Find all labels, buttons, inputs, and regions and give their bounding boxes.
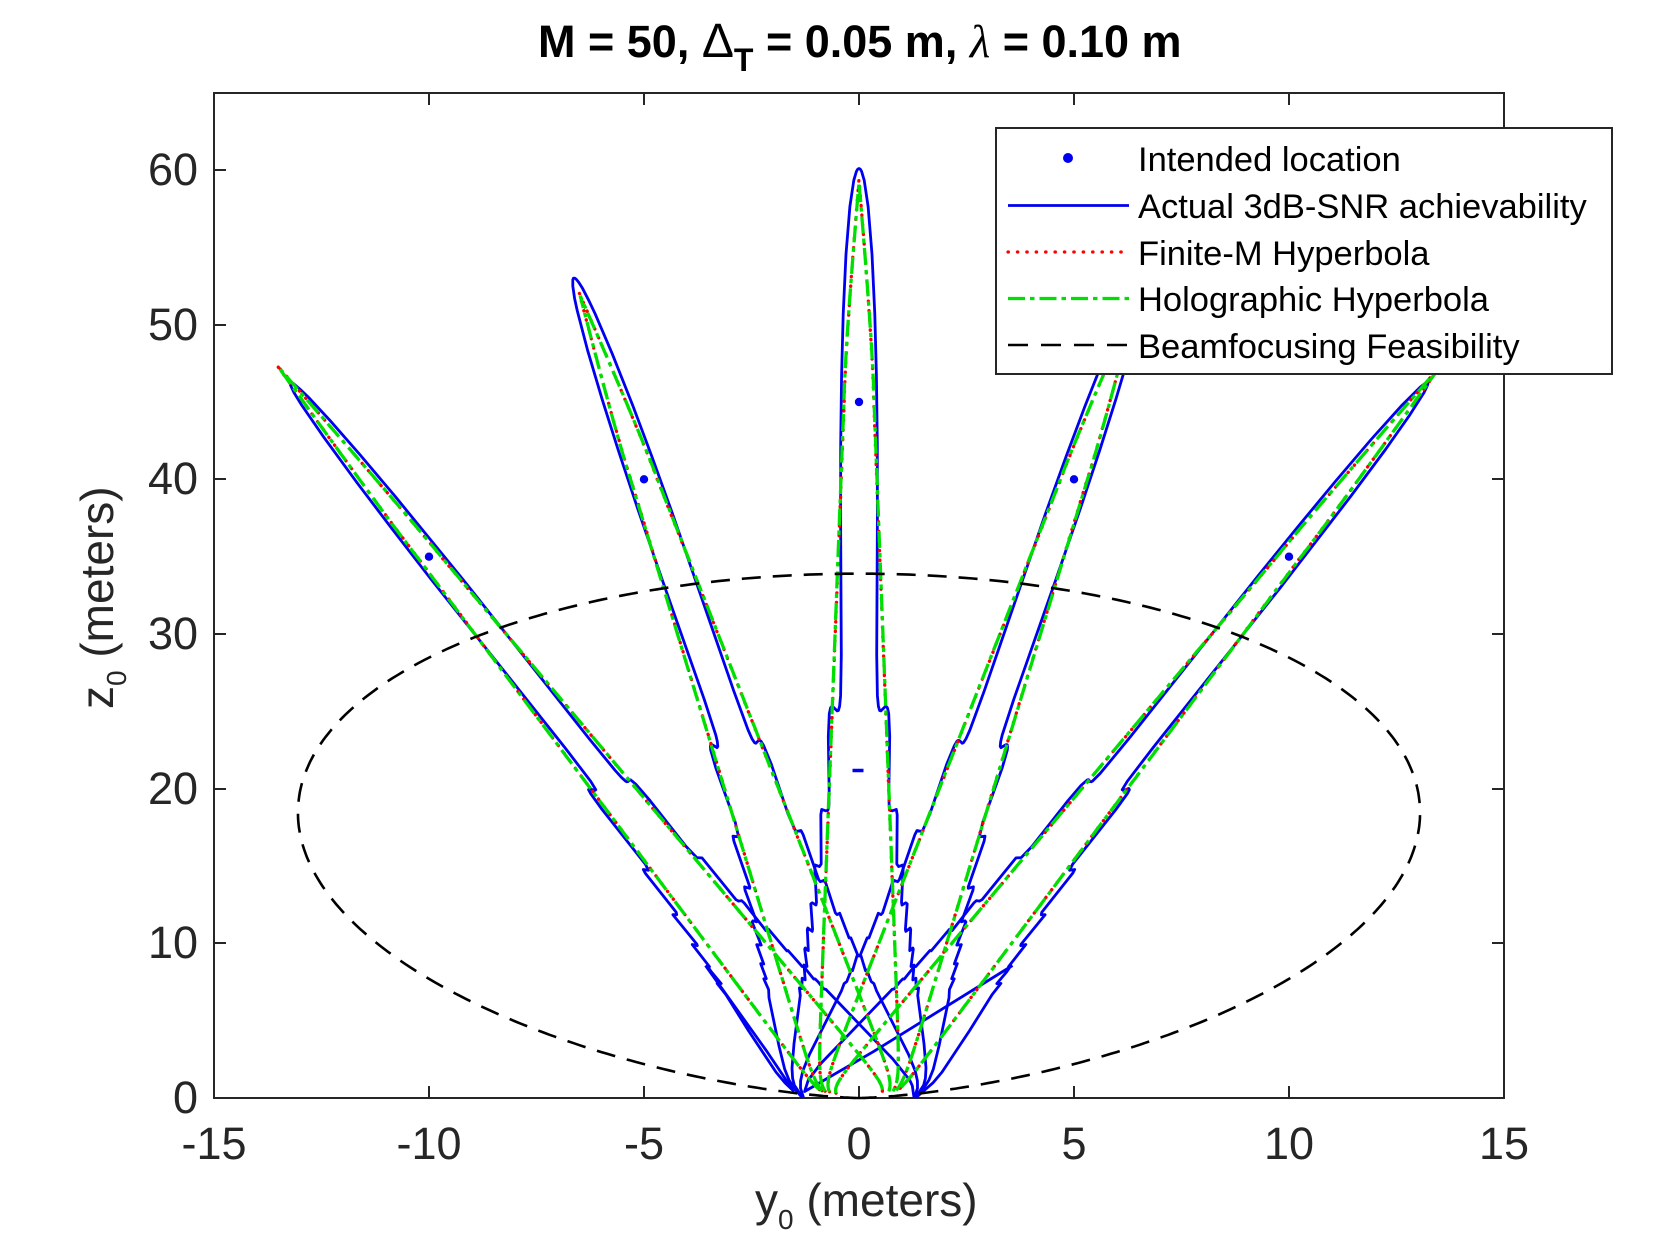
svg-text:50: 50 xyxy=(148,299,198,350)
svg-text:0: 0 xyxy=(846,1118,871,1169)
svg-text:-15: -15 xyxy=(181,1118,246,1169)
svg-text:5: 5 xyxy=(1061,1118,1086,1169)
svg-text:-5: -5 xyxy=(624,1118,664,1169)
svg-text:Beamfocusing Feasibility: Beamfocusing Feasibility xyxy=(1138,328,1520,366)
svg-text:0: 0 xyxy=(173,1072,198,1123)
svg-text:15: 15 xyxy=(1479,1118,1529,1169)
svg-text:10: 10 xyxy=(1264,1118,1314,1169)
svg-text:40: 40 xyxy=(148,453,198,504)
svg-text:Actual 3dB-SNR achievability: Actual 3dB-SNR achievability xyxy=(1138,188,1587,226)
svg-text:30: 30 xyxy=(148,608,198,659)
svg-text:-10: -10 xyxy=(396,1118,461,1169)
svg-text:Finite-M Hyperbola: Finite-M Hyperbola xyxy=(1138,235,1430,273)
svg-text:Holographic Hyperbola: Holographic Hyperbola xyxy=(1138,281,1490,319)
svg-text:10: 10 xyxy=(148,917,198,968)
svg-text:Intended location: Intended location xyxy=(1138,141,1401,179)
svg-text:60: 60 xyxy=(148,144,198,195)
svg-text:20: 20 xyxy=(148,763,198,814)
